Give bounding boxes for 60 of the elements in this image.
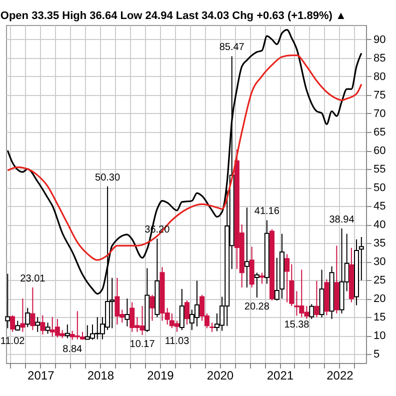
candlestick <box>10 314 16 332</box>
annotation: 11.03 <box>164 336 190 347</box>
y-tick-label: 80 <box>374 70 386 83</box>
candlestick <box>179 288 184 331</box>
candlestick <box>20 298 26 332</box>
chart-title: Open 33.35 High 36.64 Low 24.94 Last 34.03 Chg +0.63 (+1.89%) ▲ <box>0 10 346 22</box>
x-tick-label: 2022 <box>326 368 354 382</box>
annotation: 8.84 <box>62 344 82 355</box>
candlestick <box>5 273 10 329</box>
y-tick-label: 30 <box>374 256 386 268</box>
y-tick-label: 35 <box>374 238 386 250</box>
x-tick-label: 2018 <box>87 368 114 382</box>
y-tick-label: 75 <box>374 89 386 102</box>
annotation: 85.47 <box>219 42 245 54</box>
y-tick-label: 70 <box>374 108 386 120</box>
candlestick <box>314 280 320 318</box>
y-tick-label: 25 <box>374 274 386 287</box>
annotation: 20.28 <box>244 302 270 313</box>
candlestick <box>184 300 190 325</box>
y-tick-label: 40 <box>374 219 386 232</box>
candlestick <box>284 254 290 303</box>
annotation: 41.16 <box>254 206 280 218</box>
candlestick <box>25 307 30 328</box>
line-series <box>6 54 362 261</box>
candlestick <box>358 236 364 281</box>
candlestick <box>210 322 215 332</box>
candlestick <box>254 272 260 298</box>
y-tick-label: 5 <box>374 348 380 361</box>
x-tick-label: 2021 <box>266 368 294 382</box>
y-tick-label: 45 <box>374 200 386 213</box>
candlestick <box>30 286 36 331</box>
candlestick <box>309 304 314 320</box>
y-tick-label: 85 <box>374 52 386 64</box>
candlestick <box>64 324 70 339</box>
candlestick <box>45 322 50 334</box>
annotation: 15.38 <box>284 320 310 331</box>
x-tick-label: 2017 <box>28 368 55 382</box>
annotation: 38.94 <box>329 214 355 226</box>
candlestick <box>40 314 46 335</box>
candlestick <box>15 320 20 332</box>
annotation: 11.02 <box>0 336 26 347</box>
y-tick-label: 50 <box>374 182 386 194</box>
x-tick-label: 2019 <box>147 368 174 382</box>
y-tick-label: 20 <box>374 293 386 306</box>
annotation: 23.01 <box>20 273 46 284</box>
y-tick-label: 65 <box>374 126 386 138</box>
candlestick <box>244 207 250 288</box>
candlestick <box>274 257 280 301</box>
candlestick <box>150 294 155 322</box>
y-tick-label: 10 <box>374 330 386 342</box>
y-tick-label: 55 <box>374 164 386 176</box>
y-tick-label: 60 <box>374 145 386 157</box>
annotation: 10.17 <box>130 338 156 350</box>
candlestick <box>259 272 264 284</box>
y-tick-label: 15 <box>374 312 386 324</box>
candlestick <box>35 316 40 332</box>
x-tick-label: 2020 <box>206 368 234 382</box>
annotation: 50.30 <box>95 172 120 184</box>
candlestick <box>124 298 130 327</box>
y-tick-label: 90 <box>374 34 386 46</box>
